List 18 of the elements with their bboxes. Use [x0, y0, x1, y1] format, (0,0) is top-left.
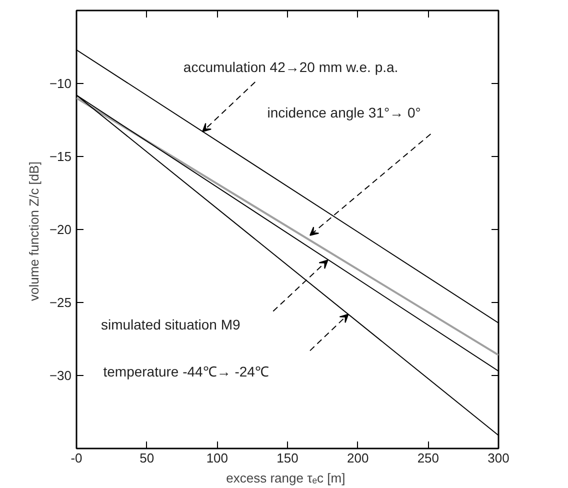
y-tick-label: −20 [49, 222, 72, 237]
x-tick-label: 100 [206, 450, 228, 466]
annotation: incidence angle 31°→ 0° [267, 104, 421, 121]
annotation: temperature -44℃→ -24℃ [103, 364, 269, 380]
annotation: accumulation 42→20 mm w.e. p.a. [183, 59, 398, 75]
x-tick-label: 250 [417, 450, 440, 466]
x-tick-label: 300 [488, 450, 510, 466]
x-tick-label: 150 [276, 450, 298, 466]
annotation: simulated situation M9 [100, 316, 240, 332]
x-tick-label: -0 [70, 450, 82, 466]
y-tick-label: −10 [49, 76, 72, 91]
x-tick-label: 50 [140, 450, 154, 466]
x-axis-title: excess range τₑc [m] [226, 470, 346, 486]
x-tick-label: 200 [346, 450, 369, 466]
y-tick-label: −30 [49, 368, 72, 383]
y-axis-title: volume function Z/c [dB] [26, 162, 42, 302]
y-tick-label: −15 [49, 149, 72, 164]
y-tick-label: −25 [49, 295, 72, 310]
